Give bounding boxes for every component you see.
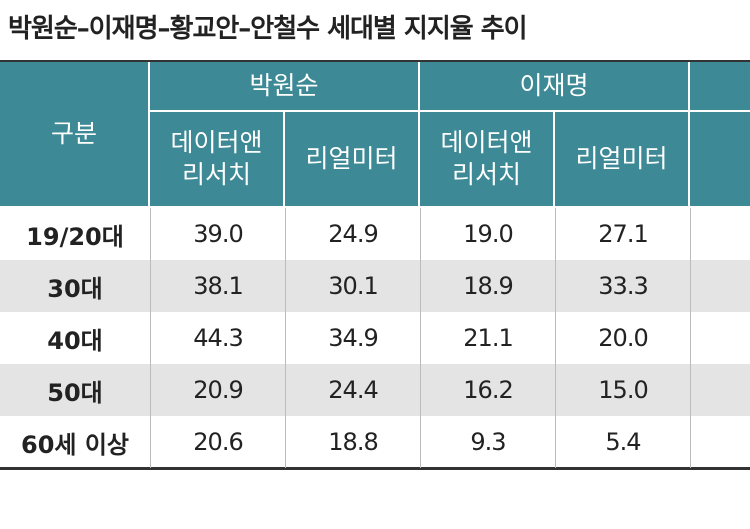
value-cell: 20.0 (555, 312, 690, 364)
value-cell: 38.1 (150, 260, 285, 312)
sub-header: 리얼미터 (285, 112, 420, 208)
row-label: 60세 이상 (21, 430, 129, 459)
value-cell: 34.9 (285, 312, 420, 364)
value-cell: 20.6 (150, 416, 285, 468)
value-cell: 18.9 (420, 260, 555, 312)
cropped-sub-header (690, 112, 750, 208)
value-cell: 19.0 (420, 208, 555, 260)
cropped-cell (690, 208, 750, 260)
title: 박원순–이재명–황교안–안철수 세대별 지지율 추이 (8, 14, 528, 44)
cropped-cell (690, 416, 750, 468)
value-cell: 20.9 (150, 364, 285, 416)
cropped-cell (690, 312, 750, 364)
group-header: 박원순 (150, 62, 420, 112)
row-label: 50대 (0, 364, 150, 416)
table-top-rule (0, 60, 750, 62)
value-cell: 33.3 (555, 260, 690, 312)
stub-header: 구분 (0, 62, 150, 208)
cropped-group-header (690, 62, 750, 112)
value-cell: 30.1 (285, 260, 420, 312)
sub-header: 리얼미터 (555, 112, 690, 208)
value-cell: 24.4 (285, 364, 420, 416)
row-label: 30대 (0, 260, 150, 312)
cropped-cell (690, 260, 750, 312)
cropped-cell (690, 364, 750, 416)
value-cell: 39.0 (150, 208, 285, 260)
table-bottom-rule (0, 467, 750, 470)
value-cell: 15.0 (555, 364, 690, 416)
value-cell: 9.3 (420, 416, 555, 468)
value-cell: 16.2 (420, 364, 555, 416)
value-cell: 21.1 (420, 312, 555, 364)
value-cell: 18.8 (285, 416, 420, 468)
value-cell: 27.1 (555, 208, 690, 260)
value-cell: 24.9 (285, 208, 420, 260)
row-label: 40대 (47, 326, 103, 355)
value-cell: 44.3 (150, 312, 285, 364)
value-cell: 5.4 (555, 416, 690, 468)
group-header: 이재명 (420, 62, 690, 112)
sub-header: 데이터앤 리서치 (420, 112, 555, 208)
row-label: 19/20대 (26, 222, 124, 251)
sub-header: 데이터앤 리서치 (150, 112, 285, 208)
